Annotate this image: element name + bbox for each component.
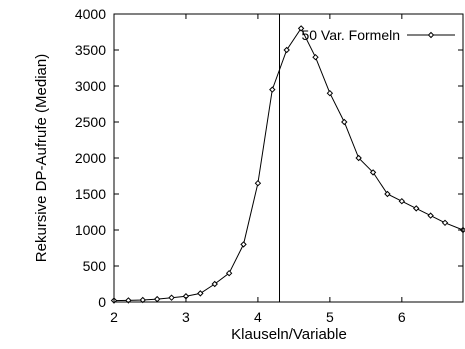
data-point xyxy=(155,297,160,302)
data-point xyxy=(255,181,260,186)
x-tick-label: 2 xyxy=(110,309,118,325)
y-tick-label: 1500 xyxy=(75,186,106,202)
y-tick-label: 3000 xyxy=(75,78,106,94)
x-tick-label: 5 xyxy=(326,309,334,325)
data-point xyxy=(327,91,332,96)
x-axis-label: Klauseln/Variable xyxy=(231,326,347,343)
data-point xyxy=(414,206,419,211)
series-layer xyxy=(112,26,465,303)
y-axis-label: Rekursive DP-Aufrufe (Median) xyxy=(33,54,50,262)
x-tick-label: 4 xyxy=(254,309,262,325)
axes-layer: 0 500 1000 1500 2000 2500 3000 3500 4000 2 3 4 5 6 xyxy=(75,6,463,325)
x-tick-label: 3 xyxy=(182,309,190,325)
y-tick-label: 500 xyxy=(83,258,107,274)
x-tick-label: 6 xyxy=(398,309,406,325)
data-point xyxy=(313,55,318,60)
series-line xyxy=(114,28,463,300)
data-point xyxy=(443,220,448,225)
y-tick-label: 2000 xyxy=(75,150,106,166)
data-point xyxy=(399,199,404,204)
data-point xyxy=(428,213,433,218)
data-point xyxy=(342,120,347,125)
y-tick-label: 0 xyxy=(98,294,106,310)
legend-marker xyxy=(429,33,434,38)
legend-label: 50 Var. Formeln xyxy=(301,27,400,43)
data-point xyxy=(169,295,174,300)
data-point xyxy=(270,87,275,92)
y-tick-label: 1000 xyxy=(75,222,106,238)
data-point xyxy=(198,291,203,296)
y-tick-label: 4000 xyxy=(75,6,106,22)
y-tick-label: 2500 xyxy=(75,114,106,130)
legend: 50 Var. Formeln xyxy=(301,27,455,43)
plot-frame xyxy=(114,14,463,302)
data-point xyxy=(241,242,246,247)
y-tick-label: 3500 xyxy=(75,42,106,58)
